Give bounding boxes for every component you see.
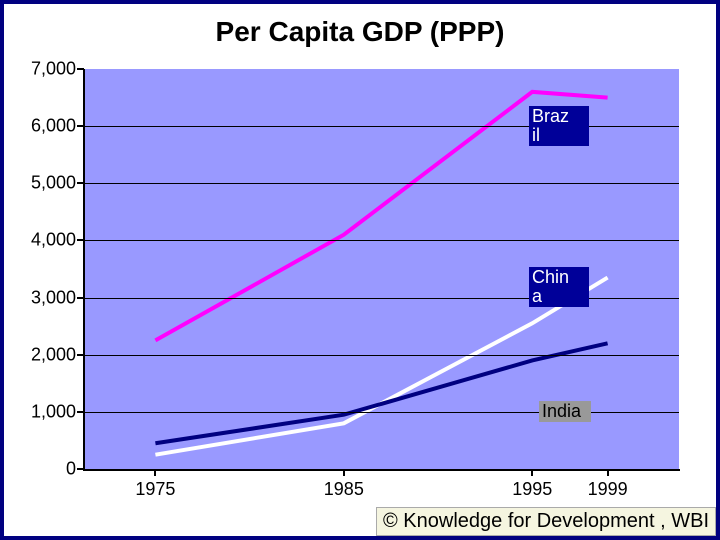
gridline xyxy=(84,126,679,127)
x-tick-label: 1995 xyxy=(512,479,552,500)
x-tick-label: 1975 xyxy=(135,479,175,500)
series-line-india xyxy=(155,343,607,443)
series-label-india: India xyxy=(539,401,591,422)
gridline xyxy=(84,240,679,241)
series-label-brazil: Brazil xyxy=(529,106,589,146)
y-tick-label: 0 xyxy=(66,459,76,480)
gridline xyxy=(84,183,679,184)
y-tick-label: 5,000 xyxy=(31,173,76,194)
chart-canvas: Per Capita GDP (PPP) 0 1,000 2,000 3,000 4,0… xyxy=(4,4,716,536)
chart-title: Per Capita GDP (PPP) xyxy=(4,16,716,48)
y-tick-label: 1,000 xyxy=(31,401,76,422)
gridline xyxy=(84,355,679,356)
series-label-china: China xyxy=(529,267,589,307)
gridline xyxy=(84,298,679,299)
y-tick-label: 7,000 xyxy=(31,59,76,80)
y-tick-label: 3,000 xyxy=(31,287,76,308)
x-tick-label: 1999 xyxy=(588,479,628,500)
y-tick-label: 2,000 xyxy=(31,344,76,365)
y-tick-label: 6,000 xyxy=(31,116,76,137)
y-tick-label: 4,000 xyxy=(31,230,76,251)
y-axis xyxy=(83,69,85,471)
footer-attribution: © Knowledge for Development , WBI xyxy=(376,507,716,536)
x-tick-label: 1985 xyxy=(324,479,364,500)
outer-frame: Per Capita GDP (PPP) 0 1,000 2,000 3,000 4,0… xyxy=(0,0,720,540)
x-axis xyxy=(83,469,680,471)
